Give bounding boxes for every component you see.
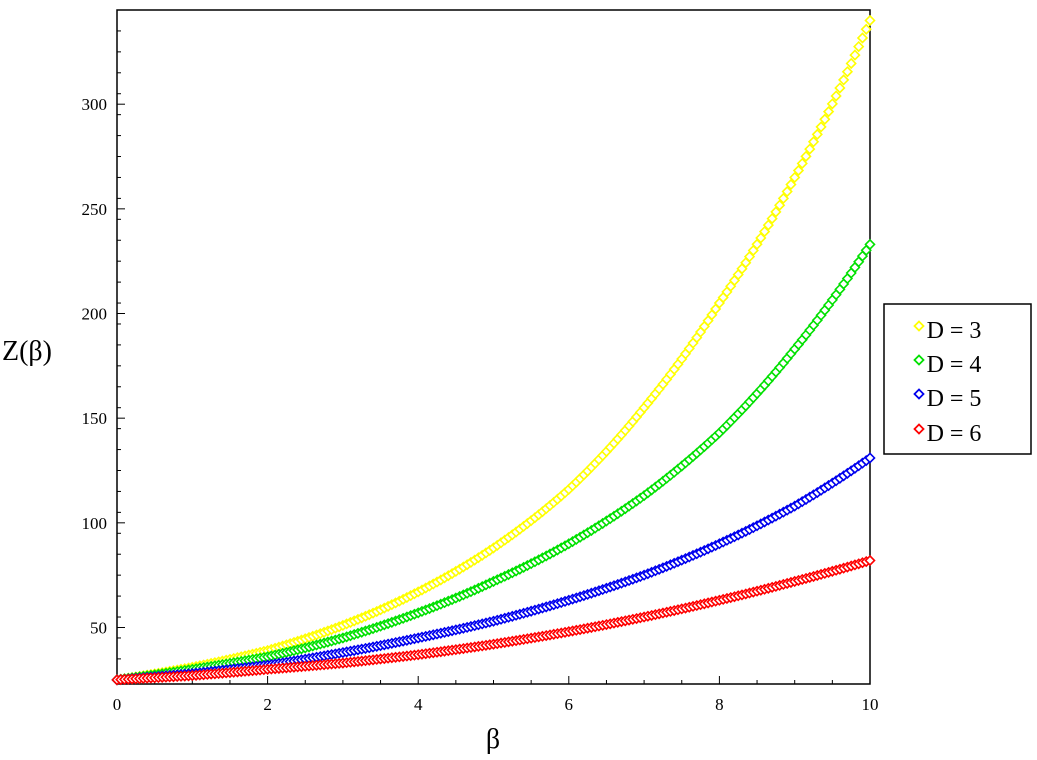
minor-ticks [117, 30, 833, 684]
y-tick-label: 100 [82, 514, 108, 533]
data-point [864, 14, 876, 27]
y-tick-label: 250 [82, 200, 108, 219]
data-point [830, 90, 842, 102]
legend-box [883, 303, 1032, 455]
data-point [845, 57, 857, 70]
data-point [758, 225, 771, 238]
data-point [822, 105, 835, 118]
data-point [766, 212, 778, 225]
data-point [853, 40, 865, 53]
data-point [804, 143, 816, 155]
y-tick-label: 50 [90, 618, 107, 637]
legend-label-d5: D = 5 [927, 386, 982, 412]
data-point [796, 157, 808, 170]
y-tick-label: 200 [82, 305, 108, 324]
y-tick-label: 300 [82, 95, 108, 114]
data-point [800, 150, 812, 162]
series-layer [111, 14, 876, 686]
data-point [860, 23, 872, 35]
x-tick-label: 8 [715, 695, 724, 714]
series-6 [111, 554, 876, 686]
data-point [826, 98, 838, 110]
legend-marker [913, 354, 925, 366]
x-tick-label: 10 [862, 695, 879, 714]
data-point [789, 171, 801, 184]
legend-label-d4: D = 4 [927, 352, 982, 378]
legend-marker [913, 388, 925, 400]
major-ticks [116, 103, 871, 684]
x-tick-label: 0 [113, 695, 122, 714]
data-point [864, 238, 876, 251]
series-5 [111, 452, 876, 686]
data-point [815, 121, 827, 133]
data-point [762, 219, 774, 231]
data-point [774, 199, 786, 211]
data-point [856, 32, 869, 44]
y-tick-label: 150 [82, 409, 108, 428]
x-tick-label: 2 [263, 695, 272, 714]
data-point [838, 74, 850, 86]
legend-label-d3: D = 3 [927, 318, 982, 344]
x-axis-title: β [486, 724, 500, 755]
data-point [792, 164, 805, 177]
data-point [849, 49, 861, 61]
data-point [770, 206, 782, 218]
y-axis-title: Z(β) [2, 336, 52, 367]
data-point [777, 192, 790, 205]
legend-marker [913, 423, 925, 435]
legend: D = 3 D = 4 D = 5 D = 6 [883, 303, 1032, 455]
data-point [811, 128, 823, 141]
data-point [819, 113, 831, 125]
data-point [785, 178, 797, 191]
data-point [781, 185, 793, 198]
data-point [864, 554, 876, 567]
y-tick-labels: 50 100 150 200 250 300 [82, 95, 108, 637]
x-tick-label: 4 [414, 695, 423, 714]
data-point [864, 452, 876, 464]
x-tick-label: 6 [565, 695, 574, 714]
x-tick-labels: 0 2 4 6 8 10 [113, 695, 879, 714]
legend-marker [913, 320, 925, 332]
data-point [841, 66, 854, 78]
data-point [807, 136, 820, 148]
legend-label-d6: D = 6 [927, 421, 982, 447]
legend-markers [913, 320, 925, 435]
data-point [755, 232, 767, 244]
data-point [834, 82, 846, 94]
